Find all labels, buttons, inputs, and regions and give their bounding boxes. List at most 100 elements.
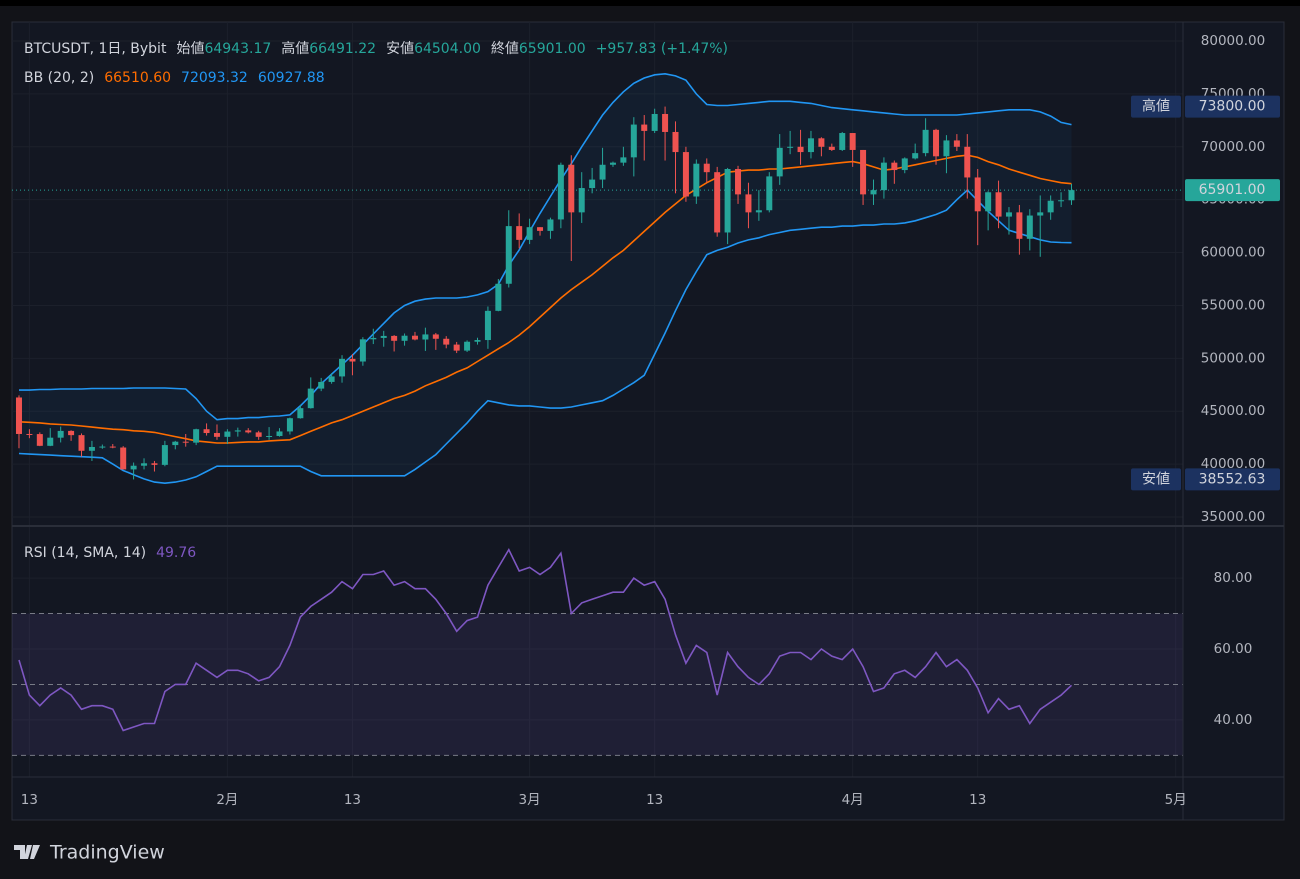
ohlc-label: 高値 <box>281 40 309 57</box>
candle-body <box>161 445 168 465</box>
y-tick-label: 70000.00 <box>1201 139 1265 155</box>
candle-body <box>870 190 877 195</box>
bb-value: 66510.60 <box>104 70 171 86</box>
marker-value: 73800.00 <box>1199 99 1266 115</box>
ohlc-value: 65901.00 <box>519 41 586 57</box>
candle-body <box>255 432 262 437</box>
x-tick-label: 3月 <box>519 792 541 808</box>
marker-value: 38552.63 <box>1199 471 1266 487</box>
candle-body <box>609 162 616 165</box>
change: +957.83 (+1.47%) <box>596 41 728 57</box>
candle-body <box>849 133 856 150</box>
candle-body <box>391 335 398 341</box>
candle-body <box>234 430 241 432</box>
candle-body <box>266 435 273 437</box>
ohlc: 始値64943.17 高値66491.22 安値64504.00 終値65901.00 <box>176 40 585 57</box>
candle-body <box>411 335 418 340</box>
candle-body <box>213 433 220 437</box>
candle-body <box>787 146 794 148</box>
candle-body <box>839 133 846 150</box>
y-tick-label: 55000.00 <box>1201 297 1265 313</box>
candle-body <box>943 140 950 157</box>
top-strip <box>0 0 1300 6</box>
x-tick-label: 4月 <box>842 792 864 808</box>
candle-body <box>370 337 377 340</box>
candle-body <box>974 177 981 212</box>
logo: TradingView <box>14 842 165 864</box>
y-tick-label: 80000.00 <box>1201 33 1265 49</box>
candle-body <box>985 192 992 212</box>
ohlc-label: 安値 <box>386 41 414 57</box>
x-tick-label: 5月 <box>1165 792 1187 808</box>
candle-body <box>349 358 356 362</box>
candle-body <box>484 310 491 341</box>
candle-body <box>109 446 116 448</box>
candle-body <box>78 435 85 451</box>
ohlc-value: 66491.22 <box>309 41 376 57</box>
bb-title: BB (20, 2) <box>24 70 94 86</box>
candle-body <box>537 227 544 231</box>
candle-body <box>172 441 179 446</box>
candle-body <box>662 113 669 132</box>
y-tick-label: 40000.00 <box>1201 456 1265 472</box>
candle-body <box>380 335 387 338</box>
candle-body <box>766 176 773 211</box>
candle-body <box>297 408 304 419</box>
candle-body <box>401 335 408 341</box>
candle-body <box>328 376 335 382</box>
y-tick-label: 35000.00 <box>1201 509 1265 525</box>
candle-body <box>99 446 106 448</box>
candle-body <box>682 152 689 197</box>
candle-body <box>26 433 33 435</box>
last-price-label: 65901.00 <box>1199 182 1266 198</box>
marker-name-box <box>1131 468 1181 491</box>
bb-value: 60927.88 <box>258 70 325 86</box>
marker-name: 安値 <box>1142 471 1170 487</box>
candle-body <box>151 463 158 465</box>
candle-body <box>755 210 762 213</box>
candle-body <box>568 164 575 213</box>
candle-body <box>193 429 200 443</box>
candle-body <box>933 129 940 157</box>
last-price-box <box>1185 179 1280 202</box>
candle-body <box>453 344 460 351</box>
candle-body <box>359 339 366 362</box>
candle-body <box>964 146 971 178</box>
candle-body <box>474 340 481 342</box>
x-tick-label: 13 <box>344 792 361 808</box>
y-tick-label: 60000.00 <box>1201 245 1265 261</box>
x-tick-label: 2月 <box>216 792 238 808</box>
y-tick-label: 40.00 <box>1214 712 1253 728</box>
candle-body <box>953 140 960 147</box>
ohlc-label: 始値 <box>176 41 204 57</box>
rsi-line <box>18 548 1073 732</box>
candle-body <box>1068 190 1075 201</box>
candle-body <box>776 147 783 177</box>
chart-panel <box>11 21 1285 821</box>
candle-body <box>15 397 22 434</box>
y-tick-label: 60.00 <box>1214 641 1253 657</box>
candle-body <box>714 172 721 233</box>
marker-name: 高値 <box>1142 98 1170 115</box>
candle-body <box>307 388 314 409</box>
candle-body <box>818 138 825 147</box>
symbol: BTCUSDT, 1日, Bybit <box>24 41 167 57</box>
candle-body <box>901 158 908 171</box>
y-tick-label: 50000.00 <box>1201 350 1265 366</box>
candle-body <box>547 219 554 231</box>
plot <box>12 72 1183 756</box>
candle-body <box>36 434 43 446</box>
marker-value-box <box>1185 468 1280 491</box>
candle-body <box>807 138 814 153</box>
candle-body <box>745 194 752 213</box>
candle-body <box>47 437 54 446</box>
band-fill <box>19 73 1072 484</box>
candle-body <box>88 446 95 451</box>
candle-body <box>68 430 75 436</box>
bb-line <box>18 188 1072 485</box>
bb-line <box>19 72 1072 421</box>
candle-body <box>464 341 471 351</box>
candle-body <box>672 131 679 153</box>
